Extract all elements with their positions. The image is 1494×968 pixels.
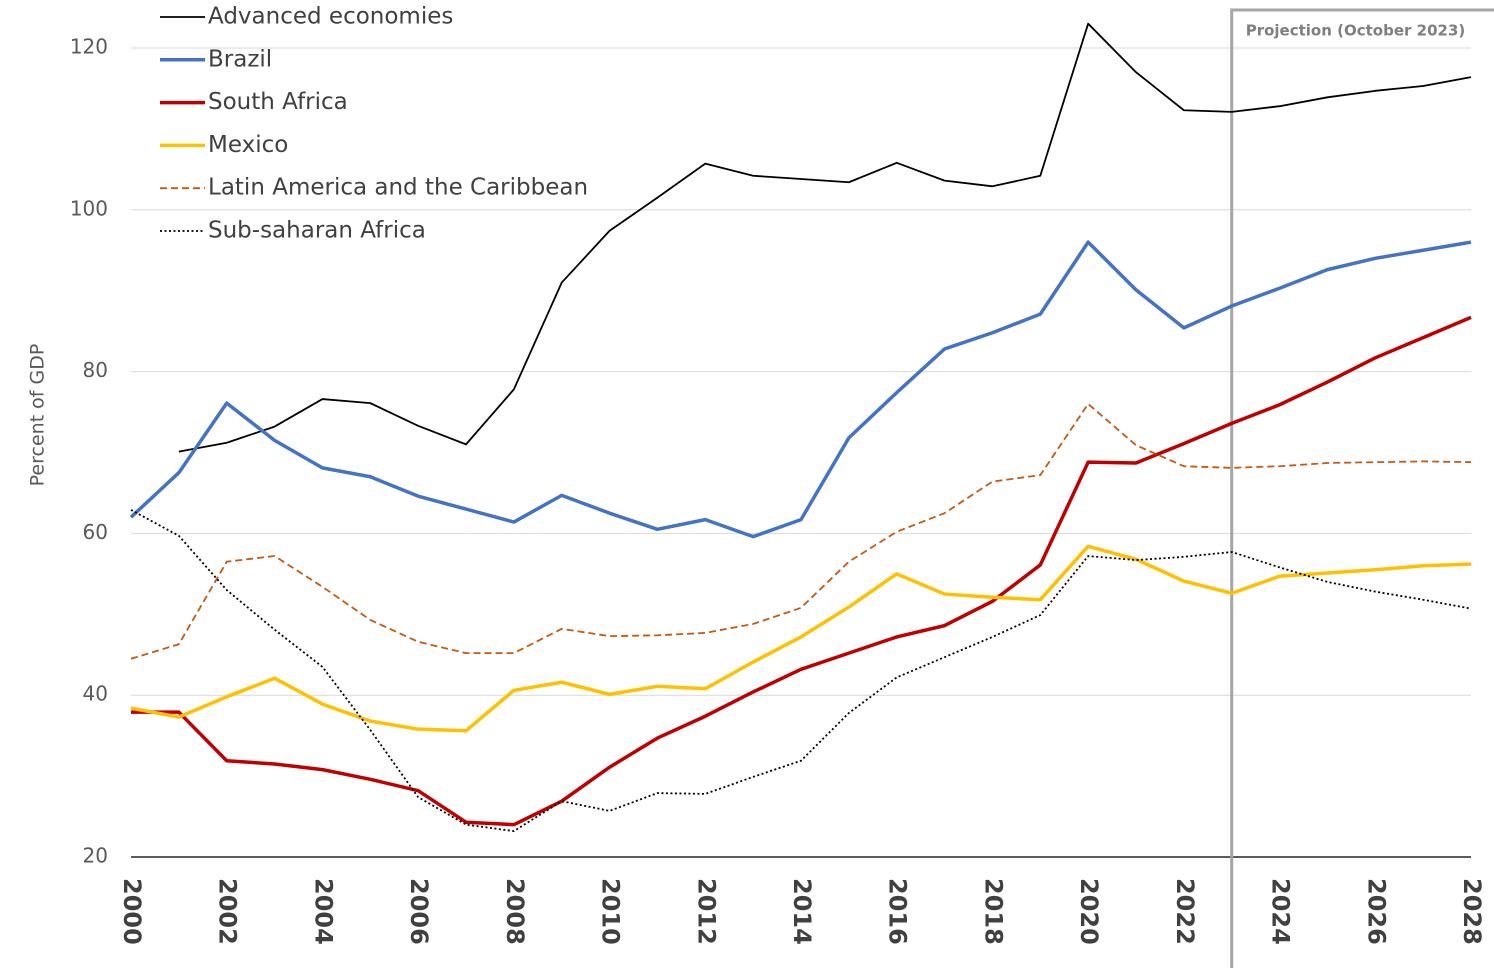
legend-label: Mexico: [208, 132, 288, 158]
y-tick-label: 100: [70, 196, 108, 220]
projection-label: Projection (October 2023): [1246, 22, 1466, 40]
x-tick-label: 2026: [1362, 878, 1390, 945]
y-axis-label: Percent of GDP: [27, 344, 49, 487]
x-tick-label: 2002: [214, 878, 242, 945]
x-tick-label: 2022: [1171, 878, 1199, 945]
legend-label: Sub-saharan Africa: [208, 218, 426, 244]
x-tick-label: 2028: [1458, 878, 1486, 945]
x-tick-label: 2012: [692, 878, 720, 945]
y-tick-label: 60: [83, 520, 108, 544]
series-line: [131, 315, 1472, 827]
series-line: [130, 509, 1472, 833]
x-tick-label: 2010: [597, 878, 625, 945]
x-tick-label: 2006: [405, 878, 433, 945]
x-tick-label: 2016: [884, 878, 912, 945]
x-tick-label: 2024: [1267, 878, 1295, 945]
x-tick-label: 2020: [1075, 878, 1103, 945]
series-line: [130, 544, 1472, 733]
x-tick-label: 2000: [118, 878, 146, 945]
x-tick-label: 2014: [788, 878, 816, 945]
series-line: [178, 22, 1472, 453]
y-tick-label: 80: [83, 358, 108, 382]
series-line: [129, 240, 1472, 539]
x-tick-label: 2018: [979, 878, 1007, 945]
legend-label: South Africa: [208, 89, 348, 115]
x-tick-label: 2008: [501, 878, 529, 945]
legend-label: Advanced economies: [208, 4, 453, 30]
y-tick-label: 20: [83, 844, 108, 868]
projection-box: [1230, 8, 1494, 968]
y-tick-label: 40: [83, 682, 108, 706]
y-tick-label: 120: [70, 34, 108, 58]
legend-label: Latin America and the Caribbean: [208, 175, 588, 201]
series-line: [130, 403, 1472, 660]
x-tick-label: 2004: [309, 878, 337, 945]
legend-label: Brazil: [208, 46, 272, 72]
